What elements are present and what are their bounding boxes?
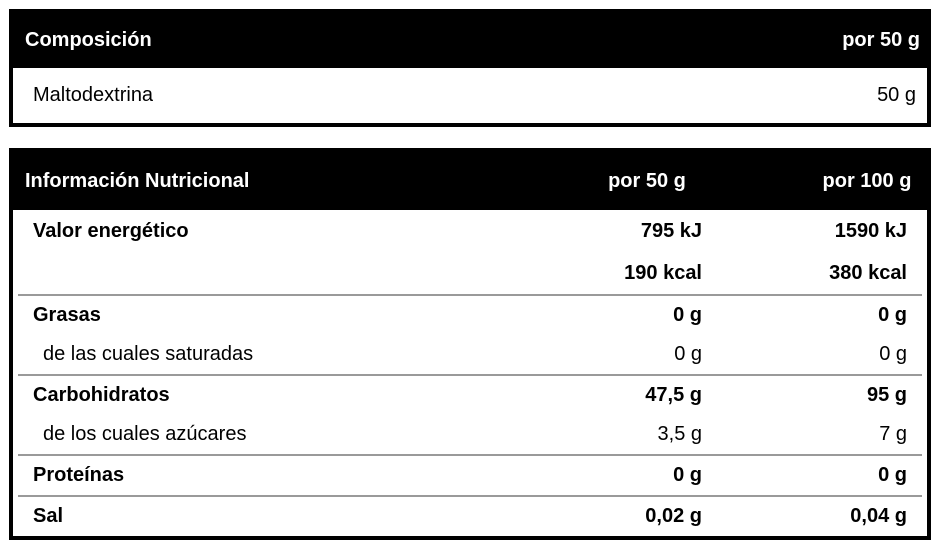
nutrient-sublabel: de los cuales azúcares (43, 423, 247, 445)
table-row: de las cuales saturadas 0 g 0 g (13, 335, 927, 374)
nutrient-value-per-50g: 190 kcal (624, 261, 702, 284)
ingredient-label: Maltodextrina (33, 84, 154, 106)
nutrient-sublabel: de las cuales saturadas (43, 343, 254, 365)
nutrient-value-per-100g: 0 g (879, 343, 907, 365)
nutrient-value-per-50g: 0 g (673, 464, 702, 486)
nutrient-value-per-50g: 0 g (674, 343, 702, 365)
table-row: Carbohidratos 47,5 g 95 g (13, 376, 927, 415)
nutrient-label: Proteínas (33, 464, 125, 486)
nutrient-value-per-100g: 0 g (878, 464, 907, 486)
row-divider (18, 294, 922, 296)
nutrient-label: Grasas (33, 304, 101, 326)
nutrition-table-header: Información Nutricional por 50 g por 100… (13, 152, 927, 210)
table-row: Maltodextrina 50 g (13, 68, 927, 123)
nutrient-value-per-100g: 95 g (866, 384, 907, 406)
composition-header-title: Composición (25, 29, 152, 51)
composition-header-col-per-50g: por 50 g (842, 29, 920, 51)
nutrient-label: Sal (33, 505, 64, 527)
nutrient-value-per-100g: 380 kcal (829, 261, 907, 284)
nutrient-value-per-100g: 0,04 g (850, 505, 907, 527)
nutrient-value-per-50g: 3,5 g (657, 423, 702, 445)
composition-table: Composición por 50 g Maltodextrina 50 g (9, 9, 931, 127)
table-row: Proteínas 0 g 0 g (13, 456, 927, 495)
row-divider (18, 374, 922, 376)
row-divider (18, 454, 922, 456)
table-row: Sal 0,02 g 0,04 g (13, 497, 927, 536)
table-row: de los cuales azúcares 3,5 g 7 g (13, 415, 927, 454)
nutrition-header-title: Información Nutricional (25, 169, 250, 192)
nutrient-value-per-50g: 47,5 g (645, 384, 702, 406)
row-divider (18, 495, 922, 497)
nutrition-table: Información Nutricional por 50 g por 100… (9, 148, 931, 540)
nutrient-label: Carbohidratos (33, 384, 170, 406)
table-row: Valor energético 795 kJ 1590 kJ (13, 210, 927, 252)
table-row: 190 kcal 380 kcal (13, 252, 927, 294)
nutrient-value-per-50g: 0,02 g (645, 505, 702, 527)
nutrient-value-per-50g: 0 g (673, 304, 702, 326)
nutrition-header-col-per-50g: por 50 g (608, 169, 686, 192)
nutrient-label: Valor energético (33, 219, 189, 242)
nutrient-value-per-100g: 7 g (879, 423, 907, 445)
nutrient-value-per-100g: 1590 kJ (834, 219, 907, 242)
ingredient-value-per-50g: 50 g (877, 84, 916, 106)
table-row: Grasas 0 g 0 g (13, 296, 927, 335)
nutrition-header-col-per-100g: por 100 g (822, 169, 912, 192)
nutrient-value-per-50g: 795 kJ (640, 219, 702, 242)
composition-table-header: Composición por 50 g (13, 13, 927, 68)
page-content: Composición por 50 g Maltodextrina 50 g … (9, 9, 931, 540)
nutrient-value-per-100g: 0 g (878, 304, 907, 326)
